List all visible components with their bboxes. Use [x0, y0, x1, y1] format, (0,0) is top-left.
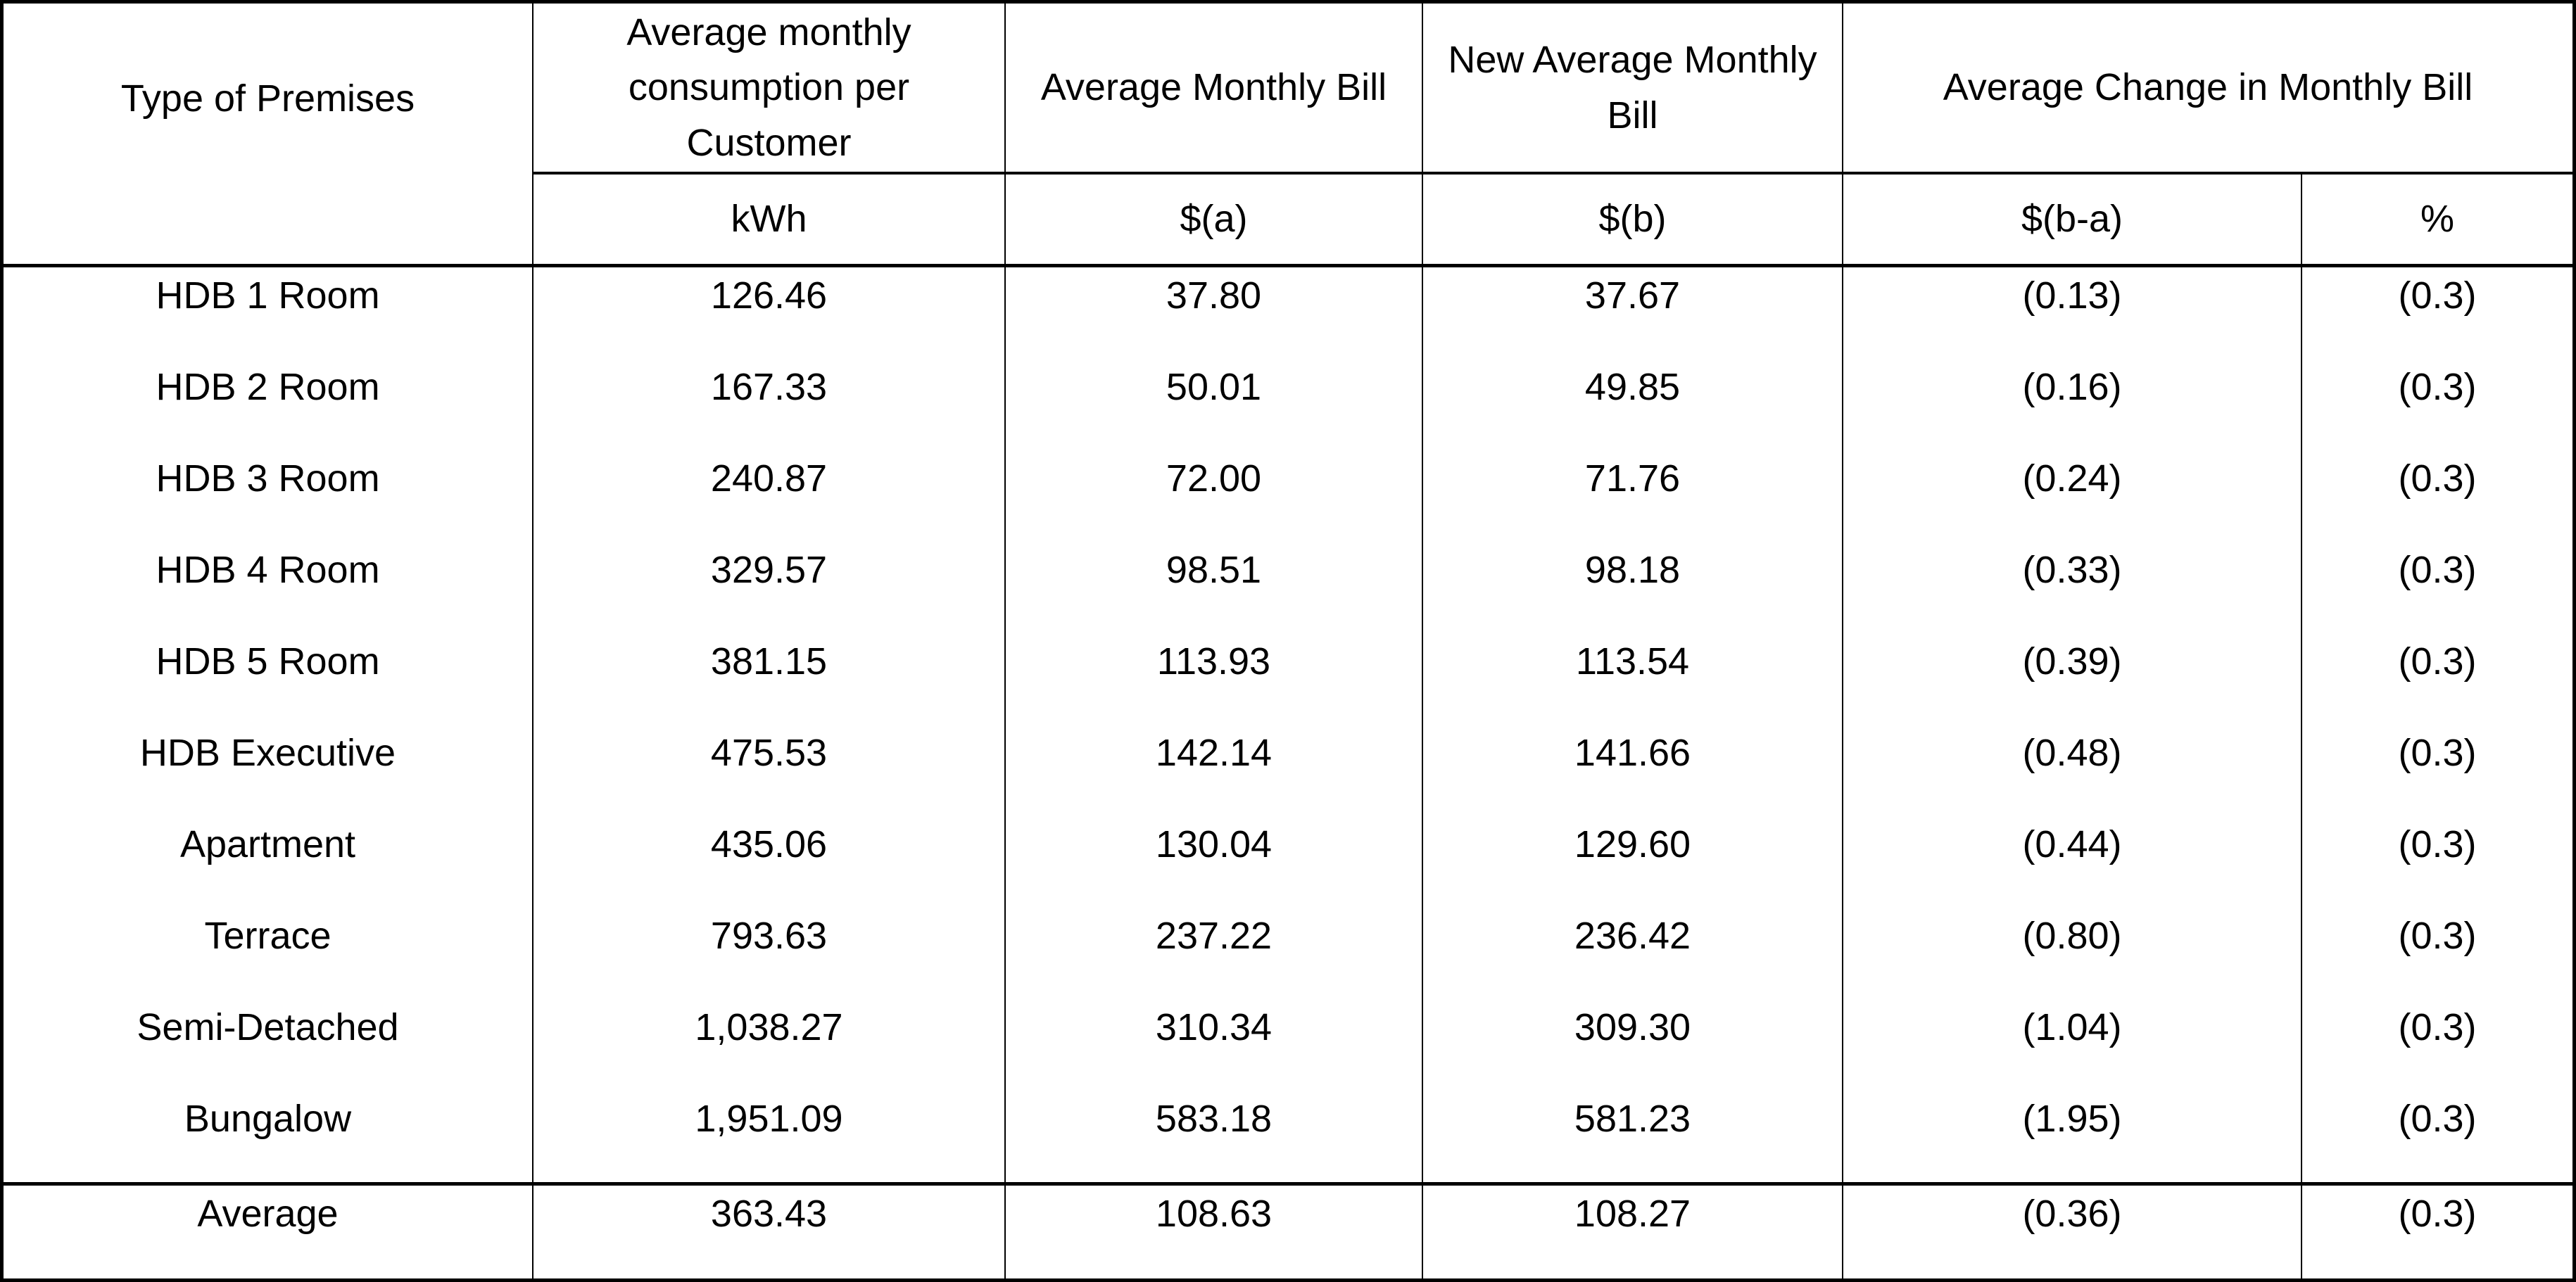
row-cell-change: (1.95)	[1842, 1091, 2301, 1182]
row-cell-bill_a: 237.22	[1004, 908, 1422, 999]
header-average-monthly-consumption: Average monthly consumption per Customer	[532, 4, 1004, 174]
row-cell-bill_b: 113.54	[1422, 633, 1842, 725]
row-cell-bill_b: 98.18	[1422, 542, 1842, 633]
row-cell-kwh: 240.87	[532, 450, 1004, 542]
row-cell-kwh: 329.57	[532, 542, 1004, 633]
row-cell-premises: HDB 5 Room	[156, 640, 380, 683]
row-cell-change_pct: (0.3)	[2301, 267, 2572, 359]
row-cell-bill_a: 113.93	[1004, 633, 1422, 725]
row-cell-bill_b: 129.60	[1422, 816, 1842, 908]
row-cell-premises: HDB Executive	[139, 732, 396, 774]
row-cell-kwh: 1,951.09	[532, 1091, 1004, 1182]
row-cell-bill_b: 49.85	[1422, 359, 1842, 450]
row-cell-change: (0.13)	[1842, 267, 2301, 359]
row-cell-bill_b: 309.30	[1422, 999, 1842, 1091]
row-cell-premises: HDB 2 Room	[156, 366, 380, 408]
row-cell-change_pct: (0.3)	[2301, 633, 2572, 725]
row-cell-premises: Apartment	[179, 823, 356, 865]
average-row-cell-premises: Average	[4, 1182, 532, 1278]
row-cell-change: (0.48)	[1842, 725, 2301, 816]
row-cell-bill_a: 130.04	[1004, 816, 1422, 908]
row-cell-change_pct: (0.3)	[2301, 542, 2572, 633]
header-new-average-monthly-bill: New Average Monthly Bill	[1422, 4, 1842, 174]
unit-dollar-b: $(b)	[1422, 174, 1842, 267]
row-cell-premises: HDB 4 Room	[156, 549, 380, 591]
unit-dollar-b-minus-a: $(b-a)	[1842, 174, 2301, 267]
row-cell-change_pct: (0.3)	[2301, 816, 2572, 908]
average-row-cell-change_pct: (0.3)	[2301, 1182, 2572, 1278]
row-cell-bill_a: 72.00	[1004, 450, 1422, 542]
row-cell-change: (0.39)	[1842, 633, 2301, 725]
row-cell-bill_a: 583.18	[1004, 1091, 1422, 1182]
row-cell-bill_b: 71.76	[1422, 450, 1842, 542]
row-cell-bill_b: 236.42	[1422, 908, 1842, 999]
row-cell-kwh: 126.46	[532, 267, 1004, 359]
row-cell-bill_a: 142.14	[1004, 725, 1422, 816]
row-cell-premises: Semi-Detached	[137, 1006, 399, 1048]
row-cell-premises: HDB 3 Room	[156, 457, 380, 500]
row-cell-bill_b: 37.67	[1422, 267, 1842, 359]
row-cell-change_pct: (0.3)	[2301, 359, 2572, 450]
unit-percent: %	[2301, 174, 2572, 267]
row-cell-kwh: 475.53	[532, 725, 1004, 816]
row-cell-change: (0.33)	[1842, 542, 2301, 633]
row-cell-premises: HDB 1 Room	[156, 274, 380, 317]
unit-kwh: kWh	[532, 174, 1004, 267]
row-cell-change: (0.44)	[1842, 816, 2301, 908]
row-cell-change_pct: (0.3)	[2301, 908, 2572, 999]
row-cell-change_pct: (0.3)	[2301, 1091, 2572, 1182]
row-cell-premises: Terrace	[204, 915, 332, 957]
row-cell-bill_a: 50.01	[1004, 359, 1422, 450]
average-row-cell-change: (0.36)	[1842, 1182, 2301, 1278]
average-row-cell-kwh: 363.43	[532, 1182, 1004, 1278]
row-cell-change: (0.16)	[1842, 359, 2301, 450]
row-cell-change_pct: (0.3)	[2301, 450, 2572, 542]
row-cell-kwh: 793.63	[532, 908, 1004, 999]
row-cell-kwh: 1,038.27	[532, 999, 1004, 1091]
average-row-cell-bill_a: 108.63	[1004, 1182, 1422, 1278]
header-average-monthly-bill: Average Monthly Bill	[1004, 4, 1422, 174]
unit-dollar-a: $(a)	[1004, 174, 1422, 267]
header-type-of-premises: Type of Premises	[4, 4, 532, 267]
row-cell-change: (0.24)	[1842, 450, 2301, 542]
row-cell-premises: Bungalow	[184, 1098, 352, 1140]
row-cell-kwh: 381.15	[532, 633, 1004, 725]
header-average-change-in-monthly-bill: Average Change in Monthly Bill	[1842, 4, 2572, 174]
row-cell-bill_a: 37.80	[1004, 267, 1422, 359]
average-row-cell-bill_b: 108.27	[1422, 1182, 1842, 1278]
row-cell-change: (0.80)	[1842, 908, 2301, 999]
row-cell-bill_b: 581.23	[1422, 1091, 1842, 1182]
row-cell-change_pct: (0.3)	[2301, 725, 2572, 816]
row-cell-change: (1.04)	[1842, 999, 2301, 1091]
row-cell-kwh: 435.06	[532, 816, 1004, 908]
row-cell-bill_a: 98.51	[1004, 542, 1422, 633]
row-cell-bill_b: 141.66	[1422, 725, 1842, 816]
row-cell-bill_a: 310.34	[1004, 999, 1422, 1091]
row-cell-change_pct: (0.3)	[2301, 999, 2572, 1091]
row-cell-kwh: 167.33	[532, 359, 1004, 450]
